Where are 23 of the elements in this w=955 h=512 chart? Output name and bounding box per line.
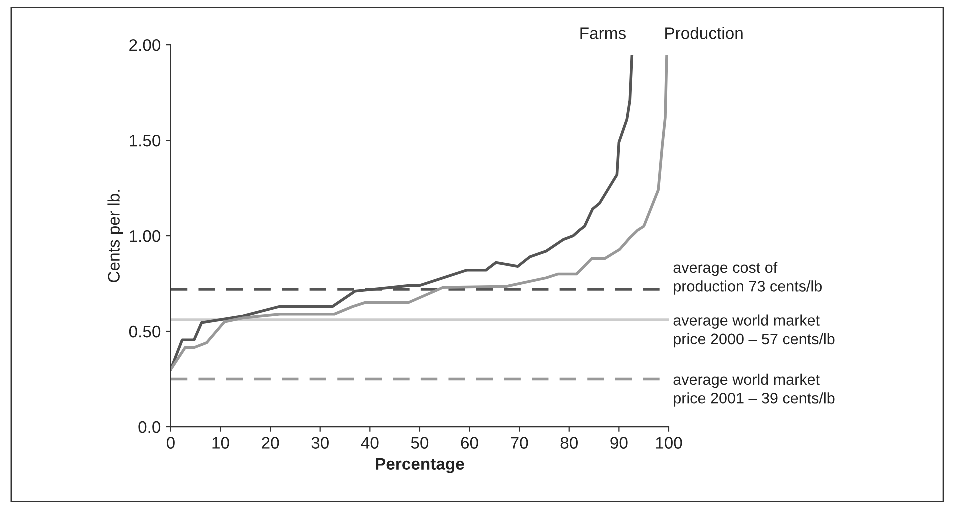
y-tick-label: 2.00 <box>130 39 161 52</box>
x-tick-label: 40 <box>361 437 379 449</box>
x-tick-label: 80 <box>560 437 578 449</box>
x-tick-label: 0 <box>166 437 175 449</box>
ref-line-label: average world market price 2001 – 39 cents/lb <box>674 374 835 407</box>
y-tick-label: 1.00 <box>130 230 161 242</box>
series-label: Farms <box>580 28 626 40</box>
y-axis-title: Cents per lb. <box>108 190 124 282</box>
x-tick-label: 30 <box>312 437 329 449</box>
y-tick-label: 0.50 <box>129 326 161 338</box>
x-tick-label: 100 <box>656 437 682 449</box>
ref-line-label: average cost of production 73 cents/lb <box>674 262 822 295</box>
x-tick-label: 90 <box>610 437 628 449</box>
ref-line-label: average world market price 2000 – 57 cents/lb <box>674 314 835 348</box>
x-tick-label: 70 <box>511 437 528 449</box>
y-tick-label: 1.50 <box>130 134 161 147</box>
y-tick-label: 0.0 <box>138 421 161 434</box>
x-tick-label: 60 <box>461 437 478 449</box>
x-tick-label: 20 <box>262 437 280 449</box>
x-tick-label: 50 <box>411 437 429 449</box>
x-axis-title: Percentage <box>376 458 464 474</box>
x-tick-label: 10 <box>212 437 230 449</box>
series-label: Production <box>666 27 743 40</box>
